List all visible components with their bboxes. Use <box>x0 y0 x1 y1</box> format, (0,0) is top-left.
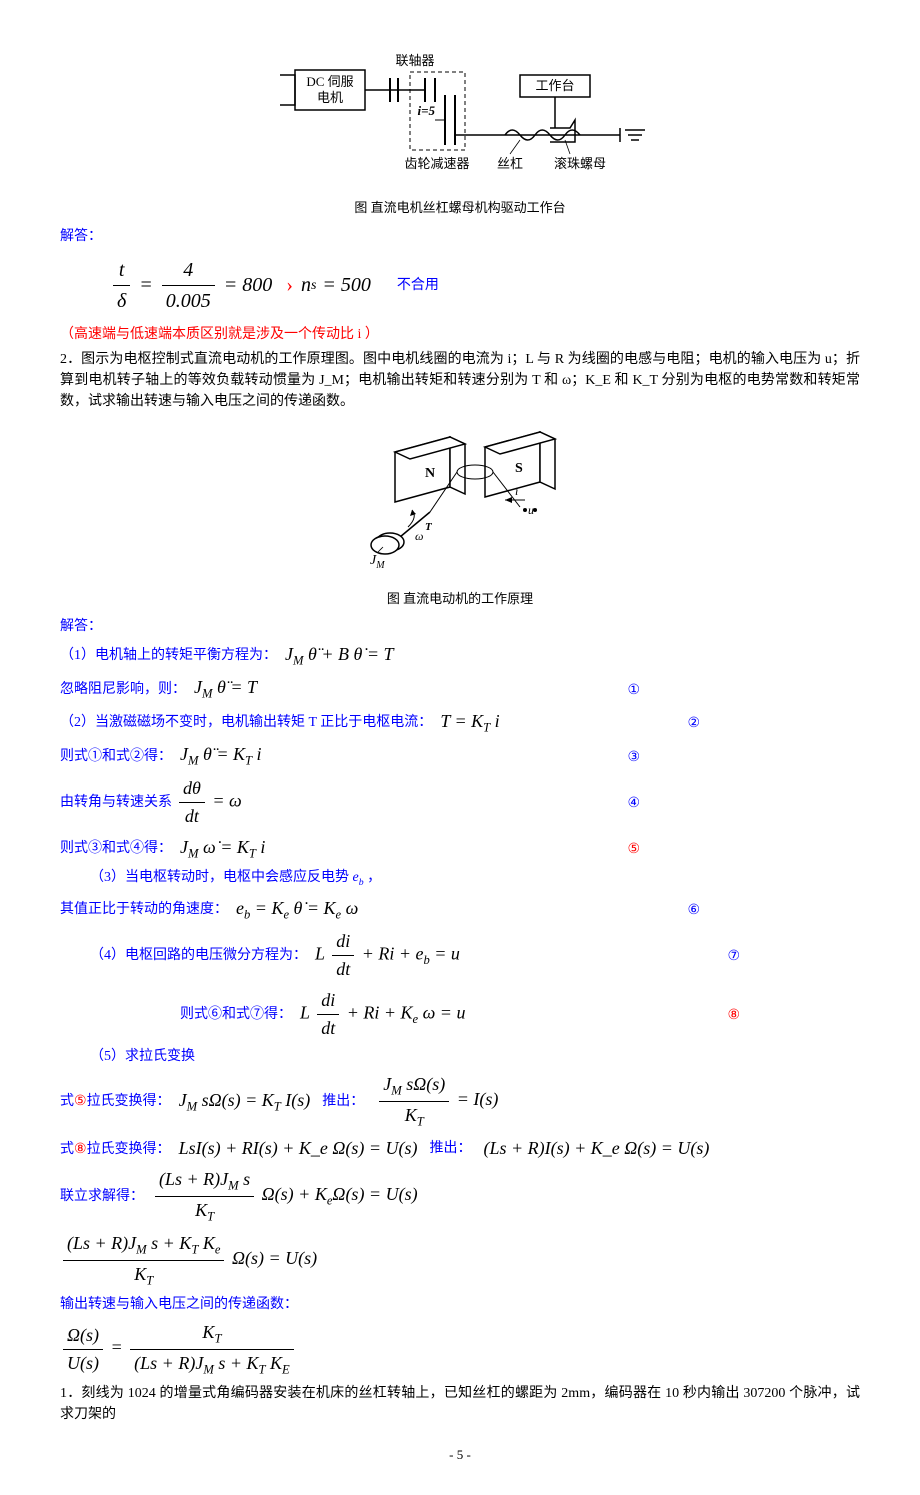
step2-row: （2）当激磁磁场不变时，电机输出转矩 T 正比于电枢电流： T = KT i ② <box>60 708 860 737</box>
current-i-label: i <box>515 484 518 498</box>
question-3-text: 1．刻线为 1024 的增量式角编码器安装在机床的丝杠转轴上，已知丝杠的螺距为 … <box>60 1383 860 1425</box>
step4-row: 由转角与转速关系 dθdt = ω ④ <box>60 775 860 830</box>
ratio-label: i=5 <box>417 103 435 118</box>
step13-row: (Ls + R)JM s + KT KeKT Ω(s) = U(s) <box>60 1230 860 1290</box>
coupling-label: 联轴器 <box>395 53 434 68</box>
step8-row: 则式⑥和式⑦得： L didt + Ri + Ke ω = u ⑧ <box>180 987 860 1042</box>
diagram-dc-motor-screw: DC 伺服 电机 联轴器 i=5 工作台 齿轮减速器 丝杠 滚珠螺母 <box>60 50 860 190</box>
answer2-label: 解答： <box>60 616 860 637</box>
jm-label: JM <box>370 553 385 571</box>
step7-row: （4）电枢回路的电压微分方程为： L didt + Ri + eb = u ⑦ <box>90 928 860 983</box>
step1-row: （1）电机轴上的转矩平衡方程为： JM θ̈ + B θ̇ = T <box>60 641 860 670</box>
torque-t-label: T <box>425 521 433 533</box>
magnet-s-label: S <box>515 461 523 476</box>
step6-text: （3）当电枢转动时，电枢中会感应反电势 eb ， <box>90 867 860 890</box>
dc-servo-label-2: 电机 <box>317 90 343 105</box>
step14-row: Ω(s)U(s) = KT(Ls + R)JM s + KT KE <box>60 1319 860 1379</box>
question-2-text: 2．图示为电枢控制式直流电动机的工作原理图。图中电机线圈的电流为 i；L 与 R… <box>60 349 860 412</box>
screw-label: 丝杠 <box>497 156 523 171</box>
step12-row: 联立求解得： (Ls + R)JM sKT Ω(s) + KeΩ(s) = U(… <box>60 1166 860 1226</box>
page-number: - 5 - <box>60 1445 860 1465</box>
step5-row: 则式③和式④得： JM ω̇ = KT i ⑤ <box>60 834 860 863</box>
worktable-label: 工作台 <box>535 78 574 93</box>
ballnut-label: 滚珠螺母 <box>554 156 606 171</box>
diagram2-caption: 图 直流电动机的工作原理 <box>60 589 860 609</box>
answer1-red-note: （高速端与低速端本质区别就是涉及一个传动比 i ） <box>60 324 860 345</box>
diagram-dc-motor-principle: N S i u ω T JM <box>60 422 860 579</box>
step11-row: 式⑧拉氏变换得： LsI(s) + RI(s) + K_e Ω(s) = U(s… <box>60 1135 860 1162</box>
gearbox-label: 齿轮减速器 <box>404 156 469 171</box>
step9-label: （5）求拉氏变换 <box>90 1046 860 1067</box>
diagram1-caption: 图 直流电机丝杠螺母机构驱动工作台 <box>60 198 860 218</box>
answer1-equation: t δ = 4 0.005 = 800 › ns = 500 不合用 <box>110 255 860 316</box>
magnet-n-label: N <box>425 466 435 481</box>
step10-row: 式⑤拉氏变换得： JM sΩ(s) = KT I(s) 推出： JM sΩ(s)… <box>60 1071 860 1131</box>
answer1-label: 解答： <box>60 226 860 247</box>
omega-label: ω <box>415 529 423 543</box>
step1b-row: 忽略阻尼影响，则： JM θ̈ = T ① <box>60 674 860 703</box>
step14-label: 输出转速与输入电压之间的传递函数： <box>60 1294 860 1315</box>
step3-row: 则式①和式②得： JM θ̈ = KT i ③ <box>60 741 860 770</box>
step6b-row: 其值正比于转动的角速度： eb = Ke θ̇ = Ke ω ⑥ <box>60 895 860 924</box>
dc-servo-label-1: DC 伺服 <box>306 74 353 89</box>
